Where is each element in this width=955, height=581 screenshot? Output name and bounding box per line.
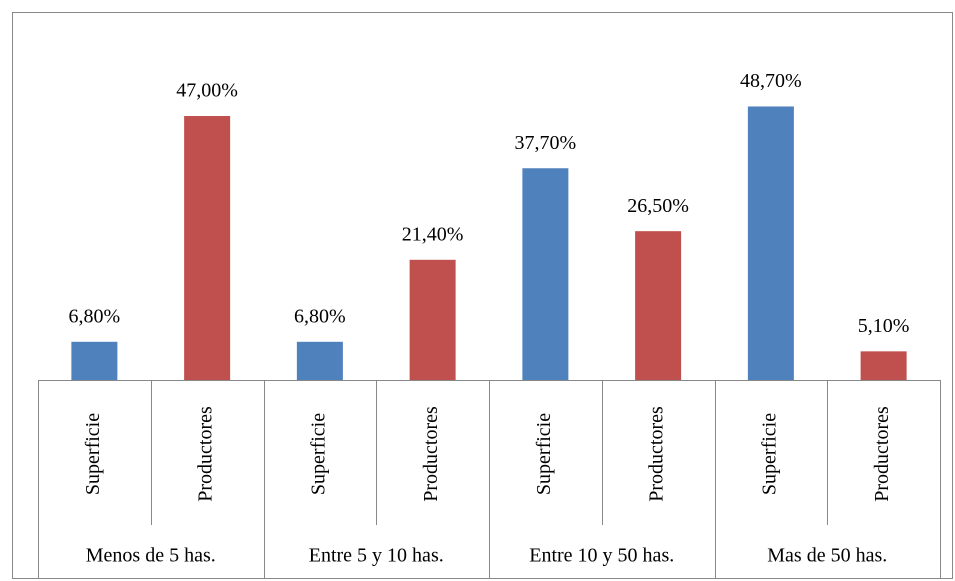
bar	[747, 106, 794, 381]
sub-category-label: Productores	[646, 406, 668, 502]
value-label: 6,80%	[69, 305, 121, 327]
value-label: 21,40%	[402, 223, 464, 245]
sub-category-label: Superficie	[307, 413, 329, 495]
value-label: 37,70%	[515, 132, 577, 154]
sub-category-label: Superficie	[758, 413, 780, 495]
sub-category-label: Productores	[420, 406, 442, 502]
group-label: Entre 5 y 10 has.	[309, 545, 444, 567]
chart-frame	[12, 12, 953, 579]
bar	[184, 116, 231, 381]
bar	[71, 341, 118, 380]
value-label: 6,80%	[294, 305, 346, 327]
group-label: Entre 10 y 50 has.	[529, 545, 674, 567]
value-label: 5,10%	[858, 315, 910, 337]
sub-category-label: Productores	[871, 406, 893, 502]
group-label: Mas de 50 has.	[767, 545, 887, 567]
group-label: Menos de 5 has.	[86, 545, 216, 567]
bar	[296, 341, 343, 380]
bar	[409, 259, 456, 380]
sub-category-label: Superficie	[533, 413, 555, 495]
sub-category-label: Superficie	[82, 413, 104, 495]
bar	[860, 351, 907, 380]
value-label: 48,70%	[740, 70, 802, 92]
value-label: 47,00%	[176, 80, 238, 102]
value-label: 26,50%	[627, 195, 689, 217]
bar	[522, 168, 569, 380]
bar	[635, 231, 682, 380]
sub-category-label: Productores	[195, 406, 217, 502]
